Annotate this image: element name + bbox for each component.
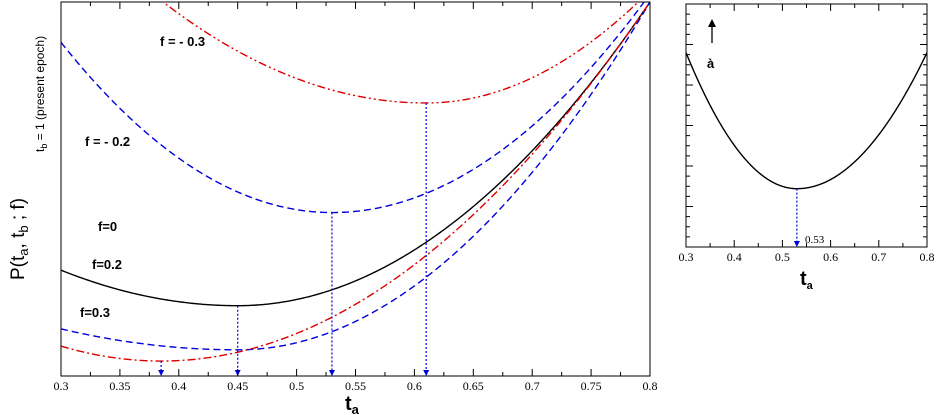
main-xtick-label-10: 0.8 bbox=[643, 379, 658, 393]
inset-x-axis-title: ta bbox=[800, 268, 814, 292]
main-xtick-label-8: 0.7 bbox=[525, 379, 540, 393]
main-xtick-label-0: 0.3 bbox=[54, 379, 69, 393]
series-label-fm02: f = - 0.2 bbox=[85, 134, 130, 149]
inset-xtick-label-2: 0.5 bbox=[775, 250, 790, 264]
series-label-f0: f=0 bbox=[98, 219, 117, 234]
inset-xtick-label-4: 0.7 bbox=[871, 250, 886, 264]
series-label-f03: f=0.3 bbox=[80, 305, 110, 320]
main-plot: 0.3 0.35 0.4 0.45 0.5 0.55 0.6 0.65 0.7 0.75 0.8 f… bbox=[8, 1, 658, 415]
main-xtick-label-4: 0.5 bbox=[289, 379, 304, 393]
inset-plot-frame bbox=[685, 3, 928, 248]
inset-xtick-label-5: 0.8 bbox=[920, 250, 935, 264]
inset-plot: 0.3 0.4 0.5 0.6 0.7 0.8 à 0.53 ta bbox=[679, 3, 935, 292]
main-minimum-markers bbox=[158, 102, 430, 376]
inset-xtick-label-0: 0.3 bbox=[679, 250, 694, 264]
inset-xtick-label-3: 0.6 bbox=[823, 250, 838, 264]
main-series-line-1 bbox=[61, 2, 645, 214]
inset-arrow-label: à bbox=[707, 56, 715, 71]
main-plot-frame bbox=[60, 1, 651, 377]
main-xtick-label-6: 0.6 bbox=[407, 379, 422, 393]
up-arrow-icon bbox=[708, 19, 716, 43]
inset-min-arrow-icon-0 bbox=[793, 241, 800, 247]
inset-min-annotation: 0.53 bbox=[805, 234, 825, 246]
inset-series-line-0 bbox=[686, 52, 927, 190]
main-xtick-label-1: 0.35 bbox=[109, 379, 130, 393]
main-min-arrow-icon-3 bbox=[423, 370, 430, 376]
inset-xtick-label-1: 0.4 bbox=[727, 250, 742, 264]
main-min-arrow-icon-0 bbox=[158, 370, 165, 376]
main-x-ticks: 0.3 0.35 0.4 0.45 0.5 0.55 0.6 0.65 0.7 0.75 0.8 bbox=[54, 2, 658, 393]
main-xtick-label-5: 0.55 bbox=[345, 379, 366, 393]
main-series-line-4 bbox=[61, 2, 650, 362]
main-x-axis-title: ta bbox=[345, 393, 360, 415]
series-label-fm03: f = - 0.3 bbox=[160, 34, 205, 49]
series-label-f02: f=0.2 bbox=[92, 257, 122, 272]
main-xtick-label-2: 0.4 bbox=[171, 379, 186, 393]
inset-ticks: 0.3 0.4 0.5 0.6 0.7 0.8 bbox=[679, 4, 935, 264]
svg-text:P(ta, tb ; f): P(ta, tb ; f) bbox=[8, 198, 31, 280]
main-series-lines bbox=[61, 2, 650, 362]
main-xtick-label-7: 0.65 bbox=[463, 379, 484, 393]
inset-minimum-marker bbox=[793, 188, 800, 247]
svg-text:tb = 1 (present epoch): tb = 1 (present epoch) bbox=[33, 36, 49, 152]
main-series-line-3 bbox=[61, 2, 650, 351]
main-xtick-label-9: 0.75 bbox=[581, 379, 602, 393]
main-y-axis-title: P(ta, tb ; f) tb = 1 (present epoch) bbox=[8, 36, 49, 280]
main-xtick-label-3: 0.45 bbox=[227, 379, 248, 393]
main-min-arrow-icon-2 bbox=[328, 370, 335, 376]
main-series-line-0 bbox=[161, 2, 640, 104]
main-series-labels: f = - 0.3 f = - 0.2 f=0 f=0.2 f=0.3 bbox=[80, 34, 205, 320]
inset-series-lines bbox=[686, 52, 927, 190]
main-series-line-2 bbox=[61, 2, 650, 307]
